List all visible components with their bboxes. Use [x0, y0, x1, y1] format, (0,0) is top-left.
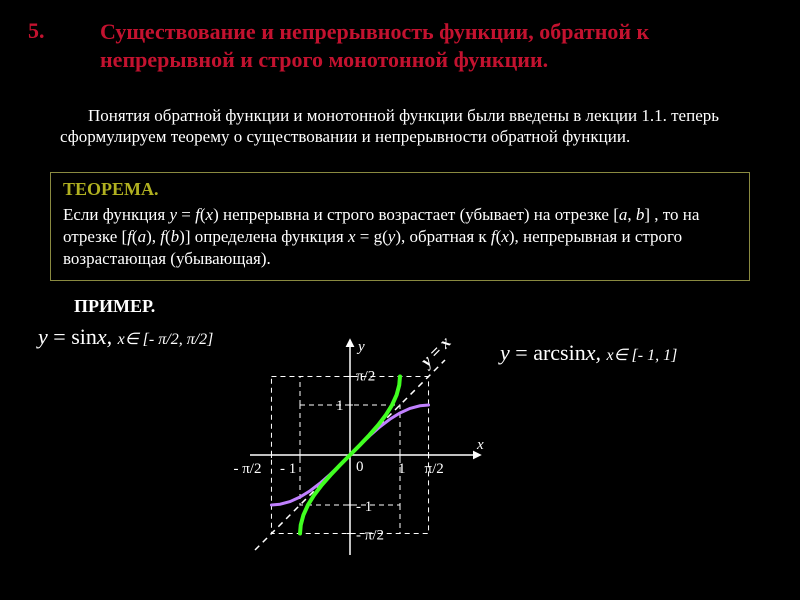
- svg-text:- π/2: - π/2: [233, 461, 261, 477]
- svg-text:- 1: - 1: [356, 499, 372, 515]
- equation-sin: y = sinx, x∈ [- π/2, π/2]: [38, 324, 213, 350]
- equation-arcsin: y = arcsinx, x∈ [- 1, 1]: [500, 340, 677, 366]
- section-number: 5.: [28, 18, 45, 44]
- chart: y x π/2 1 0 1 π/2 - π/2 - 1 - 1 - π/2 y = x: [190, 300, 510, 590]
- op: =: [48, 324, 71, 349]
- svg-text:x: x: [476, 437, 484, 453]
- svg-text:π/2: π/2: [425, 461, 444, 477]
- theorem-body: Если функция y = f(x) непрерывна и строг…: [63, 204, 737, 270]
- intro-text: Понятия обратной функции и монотонной фу…: [60, 105, 740, 148]
- svg-text:- π/2: - π/2: [356, 528, 384, 544]
- svg-text:y: y: [356, 339, 365, 355]
- svg-text:- 1: - 1: [280, 461, 296, 477]
- op: =: [510, 340, 533, 365]
- example-label: ПРИМЕР.: [74, 296, 155, 317]
- var: x,: [586, 340, 601, 365]
- svg-text:1: 1: [336, 398, 344, 414]
- theorem-label: ТЕОРЕМА.: [63, 179, 737, 200]
- func: sin: [71, 324, 97, 349]
- lhs: y: [38, 324, 48, 349]
- svg-text:0: 0: [356, 459, 364, 475]
- domain: x∈ [- 1, 1]: [606, 347, 677, 364]
- svg-text:π/2: π/2: [356, 368, 375, 384]
- theorem-box: ТЕОРЕМА. Если функция y = f(x) непрерывн…: [50, 172, 750, 281]
- func: arcsin: [533, 340, 586, 365]
- svg-text:1: 1: [398, 461, 406, 477]
- section-title: Существование и непрерывность функции, о…: [100, 18, 660, 73]
- var: x,: [97, 324, 112, 349]
- svg-text:y = x: y = x: [415, 332, 454, 371]
